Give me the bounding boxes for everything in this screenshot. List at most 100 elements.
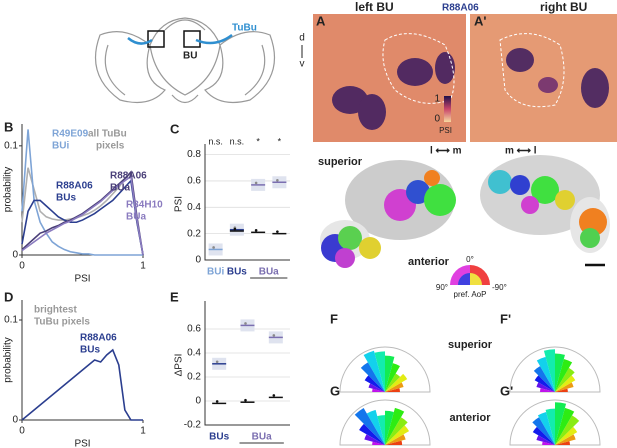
axis-v: v xyxy=(300,59,305,70)
y-axis-label: probability xyxy=(3,337,14,383)
rose-wedge xyxy=(555,388,568,392)
y-tick-label: 0 xyxy=(195,396,201,407)
panel-label: F' xyxy=(500,311,511,326)
y-tick-label: 0.4 xyxy=(187,348,201,359)
line xyxy=(21,129,143,256)
heatmap-title: right BU xyxy=(540,0,587,14)
line xyxy=(21,348,143,421)
rose-wedge xyxy=(533,366,555,392)
rose-wedge xyxy=(385,355,395,392)
panel-label: G' xyxy=(500,383,513,398)
y-axis-label: probability xyxy=(3,167,14,213)
heatmap-title: left BU xyxy=(355,0,394,14)
point xyxy=(254,229,258,232)
y-tick-label: 0 xyxy=(12,415,18,426)
point xyxy=(212,246,215,249)
x-tick-label: BUi xyxy=(207,267,224,278)
annotation: BUs xyxy=(56,193,76,204)
panel-label: F xyxy=(330,311,338,326)
annotation: BUa xyxy=(110,183,130,194)
point xyxy=(276,178,279,182)
point xyxy=(233,227,237,231)
annotation: R88A06 xyxy=(56,181,93,192)
x-tick-label: BUs xyxy=(227,267,247,278)
x-tick-label: 0 xyxy=(19,261,25,272)
rose-wedge xyxy=(555,434,576,445)
aop-map xyxy=(320,155,610,268)
axis xyxy=(204,301,290,426)
rose-wedge xyxy=(385,417,408,445)
point xyxy=(272,334,276,337)
rose-wedge xyxy=(545,408,555,445)
colorbar-label: PSI xyxy=(439,126,452,135)
rose-wedge xyxy=(555,358,573,392)
annotation: all TuBu xyxy=(88,129,127,140)
line xyxy=(21,178,144,256)
point xyxy=(215,400,219,403)
annotation: R88A06 xyxy=(80,333,117,344)
line xyxy=(21,170,144,256)
annotation: TuBu pixels xyxy=(34,317,90,328)
rose-wedge xyxy=(536,435,555,445)
bu-label: BU xyxy=(183,51,197,62)
rose-wedge xyxy=(385,425,410,445)
rose-wedge xyxy=(364,434,385,445)
rose-wedge xyxy=(385,382,404,392)
significance: * xyxy=(256,136,260,146)
wheel-label: -90° xyxy=(492,283,507,292)
y-tick-label: 0.8 xyxy=(187,149,201,160)
point xyxy=(244,322,247,325)
x-tick-label: 0 xyxy=(19,426,25,437)
rose-outline xyxy=(509,399,601,446)
annotation: R49E09 xyxy=(52,129,89,140)
x-tick-label: 1 xyxy=(140,426,146,437)
group-label: BUa xyxy=(252,432,272,443)
y-tick-label: 0 xyxy=(195,255,201,266)
annotation: BUi xyxy=(52,141,69,152)
panel-label: A' xyxy=(474,13,486,28)
rose-group: superior xyxy=(448,339,493,351)
rose-wedge xyxy=(360,362,385,392)
colorbar-max: 1 xyxy=(434,94,440,105)
y-tick-label: 0.4 xyxy=(187,202,201,213)
x-axis-label: PSI xyxy=(74,274,90,285)
tract-label: TuBu xyxy=(232,23,257,34)
rose-wedge xyxy=(359,423,385,445)
y-tick-label: 0.2 xyxy=(187,372,201,383)
y-tick-label: 0.1 xyxy=(4,315,18,326)
rose-wedge xyxy=(368,383,385,392)
color-wheel xyxy=(450,265,490,285)
y-tick-label: -0.2 xyxy=(184,420,202,431)
panel-label: G xyxy=(330,383,340,398)
rose-wedge xyxy=(555,407,575,445)
y-axis-label: ΔPSI xyxy=(174,354,185,377)
rose-wedge xyxy=(536,382,555,392)
annotation: brightest xyxy=(34,305,77,316)
rose-outline xyxy=(339,399,431,446)
point xyxy=(254,181,258,185)
y-tick-label: 0.1 xyxy=(4,140,18,151)
point xyxy=(272,394,276,397)
rose-wedge xyxy=(555,382,574,392)
rose-outline xyxy=(509,346,601,393)
annotation: BUa xyxy=(126,212,146,223)
rose-wedge xyxy=(364,375,385,392)
y-tick-label: 0.6 xyxy=(187,324,201,335)
wheel-label: 90° xyxy=(436,283,448,292)
panel-label: A xyxy=(316,13,326,28)
panel-label: E xyxy=(170,289,179,304)
rose-wedge xyxy=(532,426,555,445)
y-tick-label: 0 xyxy=(12,250,18,261)
rose-wedge xyxy=(555,441,570,445)
rose-outline xyxy=(339,346,431,393)
colorbar-min: 0 xyxy=(434,114,440,125)
rose-wedge xyxy=(385,440,403,445)
axis-ml: m ⟷ l xyxy=(505,146,537,157)
annotation: BUs xyxy=(80,345,100,356)
region-label: superior xyxy=(318,156,363,168)
x-tick-label: 1 xyxy=(140,261,146,272)
panel-label: C xyxy=(170,121,180,136)
y-tick-label: 0.2 xyxy=(187,228,201,239)
rose-wedge xyxy=(534,375,555,392)
